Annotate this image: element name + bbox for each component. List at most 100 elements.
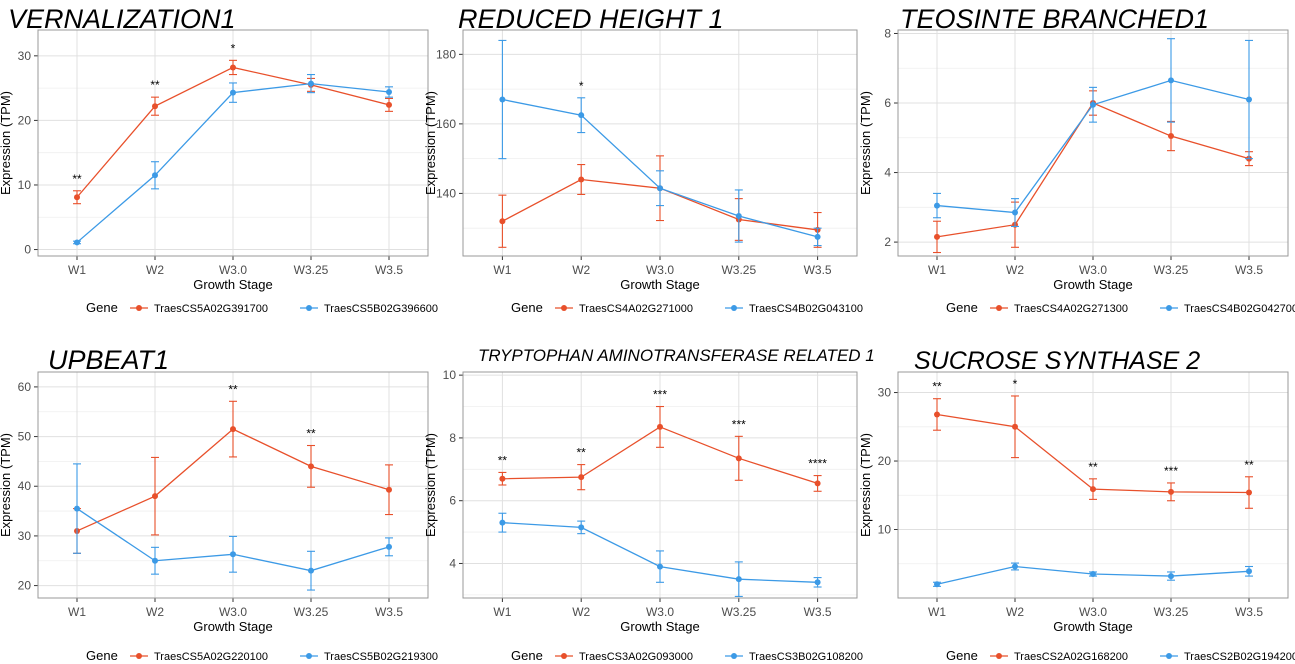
data-point [499,96,506,103]
data-point [230,426,236,433]
data-point [230,551,236,558]
data-point [1168,573,1174,580]
data-point [814,480,821,487]
significance-label: ** [932,380,942,394]
legend: Gene TraesCS3A02G093000 TraesCS3B02G108200 [511,648,863,663]
x-axis-label: Growth Stage [620,619,700,634]
data-point [1168,77,1174,84]
y-axis-label: Expression (TPM) [423,91,438,195]
y-axis-label: Expression (TPM) [0,91,13,195]
x-tick-label: W1 [493,605,511,619]
x-tick-label: W3.25 [1154,605,1189,619]
data-point [1090,486,1096,493]
y-tick-label: 6 [449,494,456,508]
y-tick-label: 2 [884,235,891,249]
x-tick-label: W3.5 [1235,263,1263,277]
x-tick-label: W3.0 [646,263,674,277]
significance-label: ** [228,382,238,396]
legend-swatch-point [136,305,142,311]
x-tick-label: W3.5 [804,263,832,277]
data-point [578,524,585,531]
legend-swatch-point [1166,305,1172,311]
data-point [1168,133,1174,140]
x-tick-label: W2 [572,605,590,619]
x-tick-label: W2 [572,263,590,277]
data-point [152,103,158,110]
legend: Gene TraesCS4A02G271300 TraesCS4B02G042700 [946,300,1295,315]
significance-label: ** [1088,460,1098,474]
significance-label: * [579,79,584,93]
data-point [1168,488,1174,495]
legend-swatch-point [306,305,312,311]
plot-area [462,29,858,257]
x-tick-label: W2 [1006,605,1024,619]
chart-title: UPBEAT1 [48,345,169,375]
y-tick-label: 60 [18,380,32,394]
legend-entry-2: TraesCS4B02G042700 [1184,303,1295,315]
y-tick-label: 0 [24,243,31,257]
data-point [386,486,392,493]
data-point [386,543,392,550]
significance-label: ** [72,172,82,186]
significance-label: ** [1244,458,1254,472]
significance-label: *** [1164,464,1178,478]
x-tick-label: W3.5 [375,605,403,619]
y-tick-label: 30 [18,49,32,63]
legend-title: Gene [86,648,118,663]
y-tick-label: 30 [18,529,32,543]
data-point [934,202,940,209]
y-tick-label: 4 [884,166,891,180]
x-axis-label: Growth Stage [193,277,273,292]
x-tick-label: W3.25 [294,605,329,619]
legend: Gene TraesCS5A02G220100 TraesCS5B02G219300 [86,648,438,663]
chart-title: SUCROSE SYNTHASE 2 [914,347,1200,375]
significance-label: *** [732,417,746,431]
legend-entry-1: TraesCS4A02G271000 [579,303,693,315]
chart-title: VERNALIZATION1 [8,4,236,34]
y-axis-label: Expression (TPM) [0,433,13,537]
data-point [657,563,663,570]
legend-entry-2: TraesCS3B02G108200 [749,651,863,663]
x-tick-label: W1 [68,605,86,619]
legend-swatch-point [996,653,1002,659]
chart-panel-3: TEOSINTE BRANCHED1 2 4 6 8 W1 W2 W3.0 W3.25 W3.5 G… [858,4,1295,315]
legend-swatch-point [731,305,737,311]
data-point [230,64,236,71]
x-tick-label: W1 [68,263,86,277]
legend-entry-1: TraesCS2A02G168200 [1014,651,1128,663]
legend-title: Gene [511,300,543,315]
x-axis-label: Growth Stage [1053,619,1133,634]
legend-swatch-point [731,653,737,659]
data-point [657,423,663,430]
chart-panel-1: VERNALIZATION1 0 10 20 30 W1 W2 W3.0 W3.25 W3.5 Gr… [0,4,438,315]
x-tick-label: W3.5 [375,263,403,277]
plot-area [37,29,429,257]
legend-entry-1: TraesCS4A02G271300 [1014,303,1128,315]
y-tick-label: 8 [884,26,891,40]
y-axis-label: Expression (TPM) [858,433,873,537]
x-tick-label: W3.25 [1154,263,1189,277]
legend-entry-2: TraesCS2B02G194200 [1184,651,1295,663]
x-tick-label: W3.25 [721,263,756,277]
data-point [230,89,236,96]
legend-swatch-point [1166,653,1172,659]
y-tick-label: 4 [449,556,456,570]
data-point [578,176,585,183]
x-axis-label: Growth Stage [193,619,273,634]
y-tick-label: 40 [18,479,32,493]
y-tick-label: 140 [436,186,456,200]
data-point [934,233,940,240]
data-point [735,213,742,220]
significance-label: ** [577,446,587,460]
x-tick-label: W2 [146,263,164,277]
x-tick-label: W3.0 [219,263,247,277]
data-point [934,581,940,588]
x-axis-label: Growth Stage [620,277,700,292]
data-point [308,463,314,470]
significance-label: ** [498,453,508,467]
x-tick-label: W2 [146,605,164,619]
data-point [1012,209,1018,216]
data-point [735,576,742,583]
x-tick-label: W3.0 [1079,605,1107,619]
